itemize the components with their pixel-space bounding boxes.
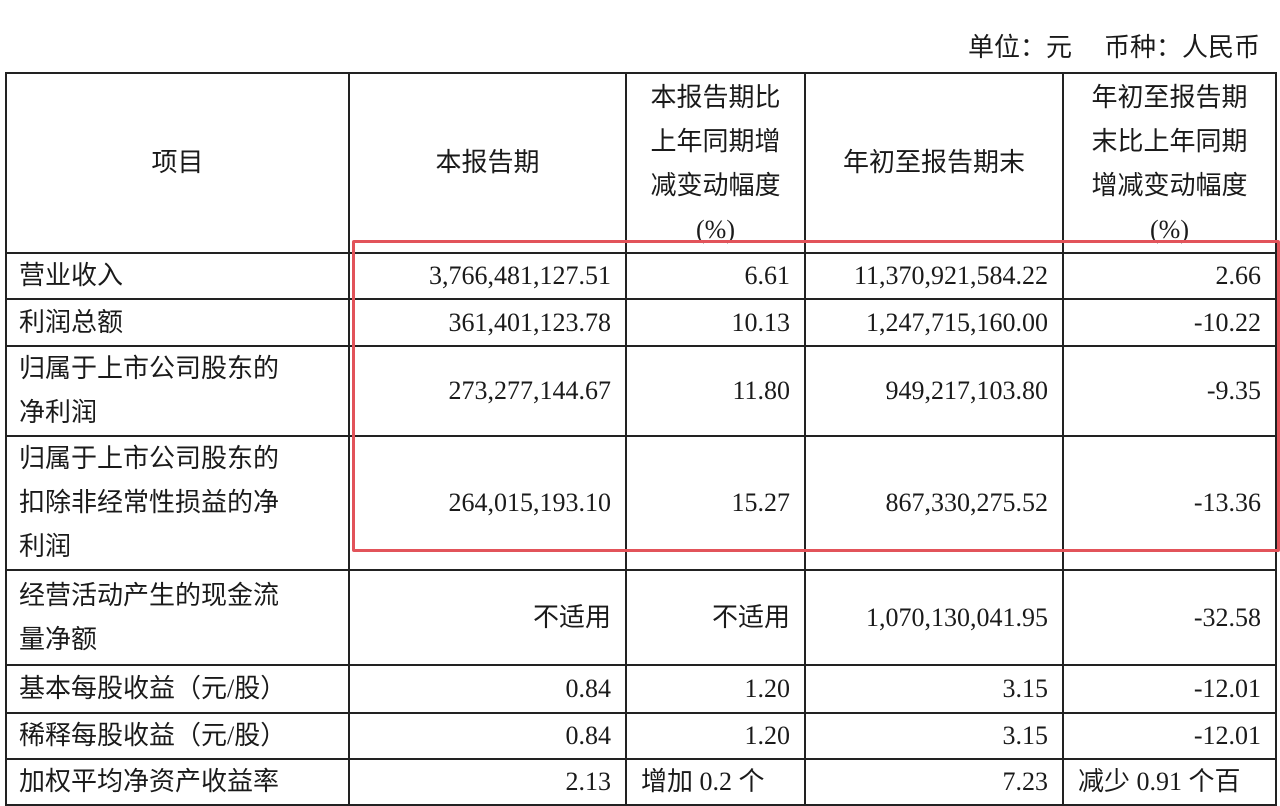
header-item: 项目 xyxy=(5,72,350,254)
row-ytd: 1,247,715,160.00 xyxy=(804,298,1064,347)
row-current-change: 10.13 xyxy=(625,298,806,347)
header-current-change: 本报告期比 上年同期增 减变动幅度 (%) xyxy=(625,72,806,254)
header-line: 减变动幅度 xyxy=(650,171,781,200)
row-ytd-change: -12.01 xyxy=(1062,664,1277,714)
row-item: 营业收入 xyxy=(5,252,350,300)
row-ytd-change: 2.66 xyxy=(1062,252,1277,300)
row-current: 264,015,193.10 xyxy=(348,435,627,571)
row-current-change: 15.27 xyxy=(625,435,806,571)
row-ytd-change: 减少 0.91 个百 xyxy=(1062,758,1277,806)
row-item: 经营活动产生的现金流 量净额 xyxy=(5,569,350,666)
item-line: 归属于上市公司股东的 xyxy=(19,444,280,473)
header-line: 增减变动幅度 xyxy=(1091,171,1248,200)
row-ytd-change: -32.58 xyxy=(1062,569,1277,666)
row-current: 273,277,144.67 xyxy=(348,345,627,437)
row-current: 不适用 xyxy=(348,569,627,666)
row-current-change: 不适用 xyxy=(625,569,806,666)
row-ytd: 3.15 xyxy=(804,712,1064,760)
item-line: 归属于上市公司股东的 xyxy=(19,354,280,383)
financial-data-table: 项目 本报告期 本报告期比 上年同期增 减变动幅度 (%) 年初至报告期末 年初… xyxy=(5,72,1277,806)
row-item: 归属于上市公司股东的 净利润 xyxy=(5,345,350,437)
item-line: 净利润 xyxy=(19,398,98,427)
row-current-change: 1.20 xyxy=(625,712,806,760)
row-ytd-change: -10.22 xyxy=(1062,298,1277,347)
row-item: 利润总额 xyxy=(5,298,350,347)
row-current-change: 6.61 xyxy=(625,252,806,300)
row-ytd-change: -9.35 xyxy=(1062,345,1277,437)
header-ytd: 年初至报告期末 xyxy=(804,72,1064,254)
row-item: 基本每股收益（元/股） xyxy=(5,664,350,714)
row-ytd: 867,330,275.52 xyxy=(804,435,1064,571)
row-current: 2.13 xyxy=(348,758,627,806)
row-current: 361,401,123.78 xyxy=(348,298,627,347)
table-row: 营业收入 3,766,481,127.51 6.61 11,370,921,58… xyxy=(5,252,1277,300)
table-row: 利润总额 361,401,123.78 10.13 1,247,715,160.… xyxy=(5,298,1277,347)
row-current-change: 增加 0.2 个 xyxy=(625,758,806,806)
row-ytd-change: -12.01 xyxy=(1062,712,1277,760)
item-line: 扣除非经常性损益的净 xyxy=(19,488,280,517)
row-current: 0.84 xyxy=(348,664,627,714)
header-line: 末比上年同期 xyxy=(1091,127,1248,156)
item-line: 利润 xyxy=(19,532,72,561)
table-row: 加权平均净资产收益率 2.13 增加 0.2 个 7.23 减少 0.91 个百 xyxy=(5,758,1277,806)
header-line: (%) xyxy=(1150,215,1189,244)
row-ytd-change: -13.36 xyxy=(1062,435,1277,571)
currency-label: 币种：人民币 xyxy=(1103,33,1260,62)
row-current-change: 1.20 xyxy=(625,664,806,714)
header-current-period: 本报告期 xyxy=(348,72,627,254)
table-row: 经营活动产生的现金流 量净额 不适用 不适用 1,070,130,041.95 … xyxy=(5,569,1277,666)
row-ytd: 1,070,130,041.95 xyxy=(804,569,1064,666)
row-ytd: 3.15 xyxy=(804,664,1064,714)
unit-currency-note: 单位：元 币种：人民币 xyxy=(936,30,1260,66)
unit-label: 单位：元 xyxy=(967,33,1072,62)
row-ytd: 7.23 xyxy=(804,758,1064,806)
row-current: 0.84 xyxy=(348,712,627,760)
header-line: 上年同期增 xyxy=(650,127,781,156)
table-row: 归属于上市公司股东的 扣除非经常性损益的净 利润 264,015,193.10 … xyxy=(5,435,1277,571)
header-line: 年初至报告期 xyxy=(1091,83,1248,112)
row-item: 归属于上市公司股东的 扣除非经常性损益的净 利润 xyxy=(5,435,350,571)
table-row: 基本每股收益（元/股） 0.84 1.20 3.15 -12.01 xyxy=(5,664,1277,714)
row-ytd: 949,217,103.80 xyxy=(804,345,1064,437)
row-item: 稀释每股收益（元/股） xyxy=(5,712,350,760)
row-current-change: 11.80 xyxy=(625,345,806,437)
item-line: 量净额 xyxy=(19,624,98,654)
item-line: 经营活动产生的现金流 xyxy=(19,580,280,610)
header-line: (%) xyxy=(696,215,735,244)
table-row: 稀释每股收益（元/股） 0.84 1.20 3.15 -12.01 xyxy=(5,712,1277,760)
row-item: 加权平均净资产收益率 xyxy=(5,758,350,806)
header-ytd-change: 年初至报告期 末比上年同期 增减变动幅度 (%) xyxy=(1062,72,1277,254)
table-row: 归属于上市公司股东的 净利润 273,277,144.67 11.80 949,… xyxy=(5,345,1277,437)
header-row: 项目 本报告期 本报告期比 上年同期增 减变动幅度 (%) 年初至报告期末 年初… xyxy=(5,72,1277,254)
header-line: 本报告期比 xyxy=(650,83,781,112)
row-current: 3,766,481,127.51 xyxy=(348,252,627,300)
row-ytd: 11,370,921,584.22 xyxy=(804,252,1064,300)
